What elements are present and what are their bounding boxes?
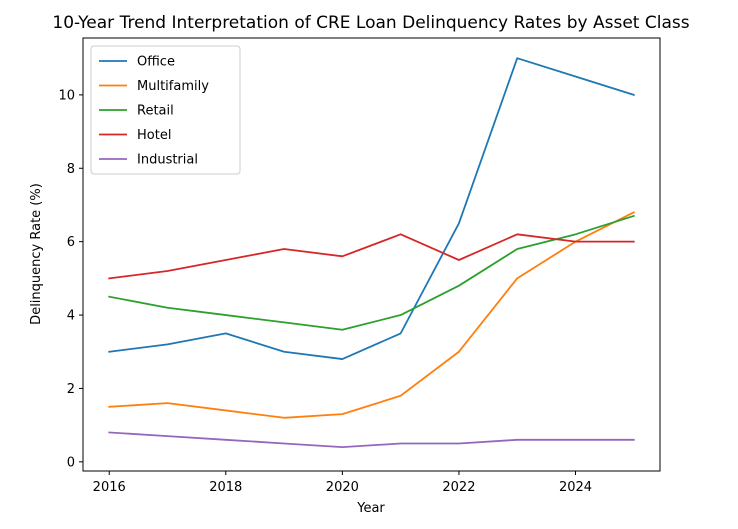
y-axis-label: Delinquency Rate (%) bbox=[29, 183, 44, 325]
series-line-industrial bbox=[108, 431, 635, 449]
x-tick-label: 2016 bbox=[93, 480, 126, 495]
x-axis-label: Year bbox=[356, 501, 385, 516]
y-tick-label: 8 bbox=[67, 162, 75, 177]
x-tick-label: 2018 bbox=[209, 480, 242, 495]
legend-label-multifamily: Multifamily bbox=[137, 79, 209, 94]
x-tick-label: 2022 bbox=[442, 480, 475, 495]
legend-label-hotel: Hotel bbox=[137, 128, 171, 143]
y-tick-label: 0 bbox=[67, 455, 75, 470]
legend: Office Multifamily Retail Hotel Industrial bbox=[90, 45, 241, 175]
x-tick-label: 2020 bbox=[326, 480, 359, 495]
series-layer bbox=[108, 57, 635, 449]
series-line-hotel bbox=[108, 233, 635, 280]
legend-label-industrial: Industrial bbox=[137, 153, 198, 168]
y-tick-label: 2 bbox=[67, 382, 75, 397]
series-line-retail bbox=[108, 214, 635, 331]
axes-layer: 2016 2018 2020 2022 2024 0 2 4 6 8 10 bbox=[58, 37, 661, 495]
chart-title: 10-Year Trend Interpretation of CRE Loan… bbox=[52, 13, 689, 33]
y-tick-label: 6 bbox=[67, 235, 75, 250]
x-tick-label: 2024 bbox=[559, 480, 592, 495]
series-line-multifamily bbox=[108, 211, 635, 419]
y-tick-label: 4 bbox=[67, 309, 75, 324]
legend-label-retail: Retail bbox=[137, 104, 174, 119]
plot-frame bbox=[82, 37, 661, 472]
series-line-office bbox=[108, 57, 635, 360]
y-tick-label: 10 bbox=[58, 88, 75, 103]
legend-box bbox=[90, 45, 241, 175]
legend-label-office: Office bbox=[137, 55, 175, 70]
